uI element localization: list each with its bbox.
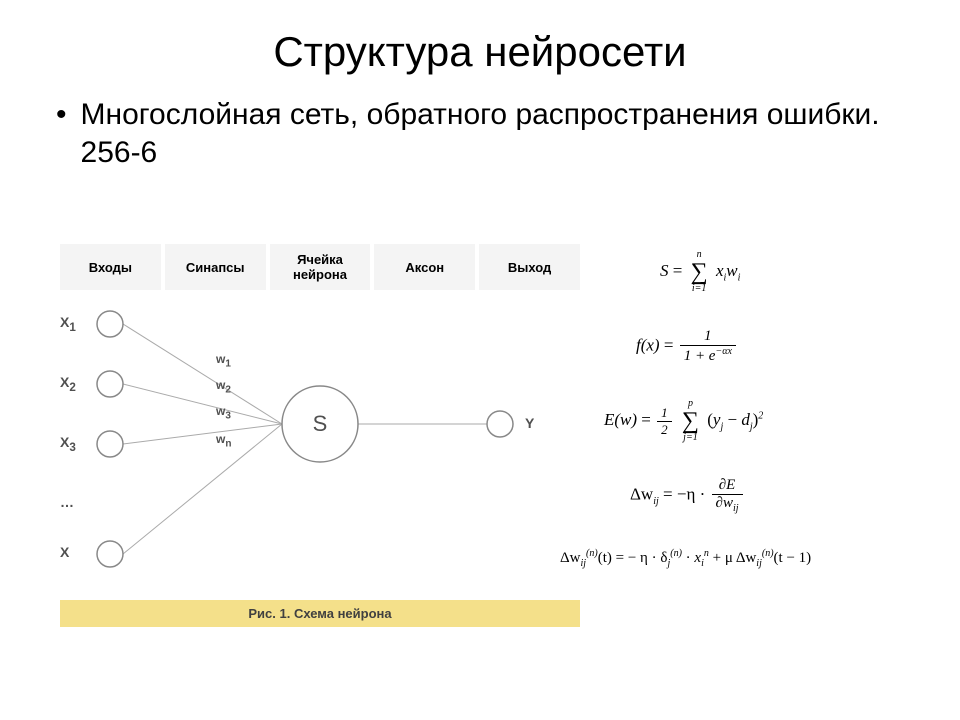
col-axon: Аксон	[374, 244, 475, 290]
bullet-marker: •	[56, 96, 67, 134]
column-headers: Входы Синапсы Ячейка нейрона Аксон Выход	[60, 244, 580, 290]
formula-sum: S = n ∑ i=1 xiwi	[600, 250, 940, 294]
formulas-panel: S = n ∑ i=1 xiwi f(x) = 1 1 + e−αx E(w) …	[600, 250, 940, 603]
col-output: Выход	[479, 244, 580, 290]
weight-label: wn	[216, 432, 231, 449]
bullet-item: • Многослойная сеть, обратного распростр…	[0, 96, 960, 171]
diagram-caption: Рис. 1. Схема нейрона	[60, 600, 580, 627]
formula-momentum: Δwij(n)(t) = − η · δj(n) · xin + μ Δwij(…	[560, 548, 940, 569]
input-label: X3	[60, 434, 76, 454]
col-synapses: Синапсы	[165, 244, 266, 290]
input-label: X1	[60, 314, 76, 334]
col-neuron-cell: Ячейка нейрона	[270, 244, 371, 290]
weight-label: w3	[216, 404, 231, 421]
weight-label: w1	[216, 352, 231, 369]
col-inputs: Входы	[60, 244, 161, 290]
formula-delta-w: Δwij = −η · ∂E ∂wij	[600, 477, 940, 514]
input-label: X2	[60, 374, 76, 394]
formula-error: E(w) = 1 2 p ∑ j=1 (yj − dj)2	[600, 399, 940, 443]
input-label: X	[60, 544, 69, 560]
input-label: …	[60, 494, 74, 510]
bullet-text: Многослойная сеть, обратного распростран…	[81, 96, 920, 171]
formula-activation: f(x) = 1 1 + e−αx	[600, 328, 940, 365]
svg-text:S: S	[313, 411, 328, 436]
page-title: Структура нейросети	[0, 0, 960, 96]
neuron-diagram: S X1 X2 X3 … Xw1 w2 w3 wn Y	[60, 304, 580, 594]
output-label: Y	[525, 415, 534, 431]
weight-label: w2	[216, 378, 231, 395]
diagram-panel: Входы Синапсы Ячейка нейрона Аксон Выход…	[60, 244, 580, 627]
diagram-svg: S	[60, 304, 580, 594]
